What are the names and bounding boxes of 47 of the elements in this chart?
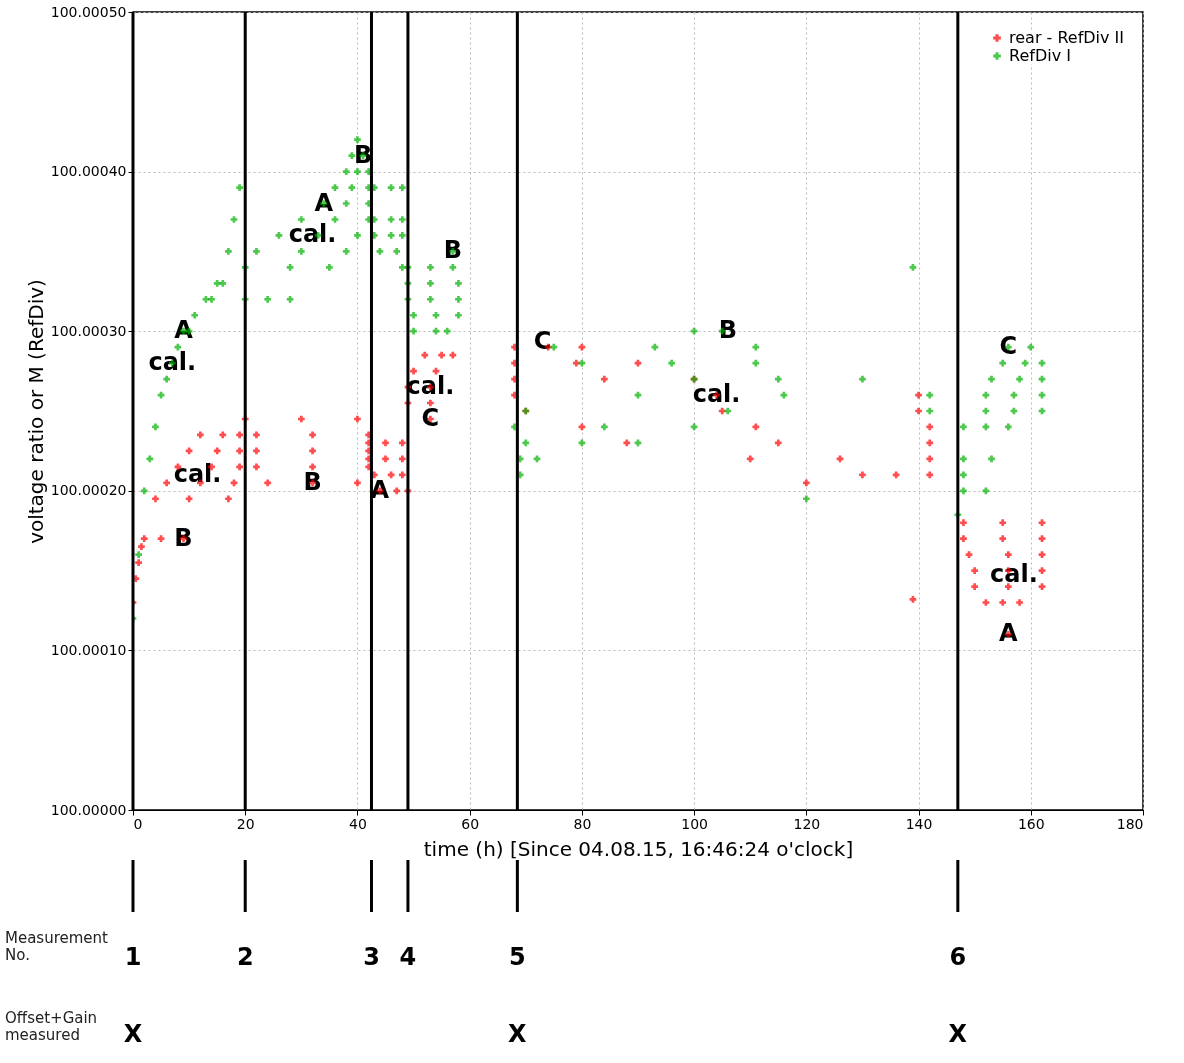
annotation: cal.: [692, 380, 741, 409]
text: Offset+Gain measured: [5, 1009, 98, 1044]
text: 3: [363, 943, 380, 971]
annotation: cal.: [148, 348, 197, 377]
annotation: cal.: [406, 372, 455, 401]
x-tick-label: 0: [133, 815, 143, 832]
annotation: C: [421, 403, 440, 432]
x-tick-label: 160: [1017, 815, 1045, 832]
annotation: C: [999, 332, 1018, 361]
text: Measurement No.: [5, 929, 109, 964]
annotation: B: [174, 523, 193, 552]
annotation: B: [353, 140, 373, 169]
text: 4: [399, 943, 417, 971]
annotation: cal.: [173, 459, 222, 488]
text: X: [123, 1020, 143, 1048]
y-tick-label: 100.00040: [50, 163, 127, 180]
text: 1: [124, 943, 142, 971]
y-tick-label: 100.00010: [50, 641, 127, 658]
y-tick-label: 100.00000: [50, 801, 127, 818]
annotation: cal.: [288, 220, 337, 249]
annotation: B: [718, 316, 737, 345]
annotation: B: [443, 236, 462, 265]
legend-label: RefDiv I: [1009, 46, 1071, 65]
annotation: cal.: [990, 560, 1038, 589]
x-tick-label: 140: [905, 815, 933, 832]
text: 6: [949, 943, 967, 971]
text: 5: [509, 943, 526, 971]
x-tick-label: 120: [793, 815, 821, 832]
x-tick-label: 180: [1116, 815, 1144, 832]
x-tick-label: 20: [236, 815, 255, 832]
x-tick-label: 100: [681, 815, 708, 832]
annotation: C: [533, 327, 552, 356]
y-axis-title: voltage ratio or M (RefDiv): [23, 279, 48, 544]
y-tick-label: 100.00020: [50, 482, 127, 499]
y-tick-label: 100.00050: [50, 3, 127, 20]
x-tick-label: 80: [573, 815, 592, 832]
text: X: [508, 1020, 528, 1048]
x-axis-title: time (h) [Since 04.08.15, 16:46:24 o'clock]: [423, 836, 854, 861]
x-tick-label: 40: [349, 815, 367, 832]
x-tick-label: 60: [461, 815, 480, 832]
y-tick-label: 100.00030: [50, 322, 127, 339]
text: X: [948, 1020, 968, 1048]
annotation: A: [999, 619, 1019, 648]
annotation: A: [314, 188, 334, 217]
annotation: B: [303, 467, 322, 496]
text: 2: [236, 943, 254, 971]
legend-label: rear - RefDiv II: [1009, 28, 1125, 47]
